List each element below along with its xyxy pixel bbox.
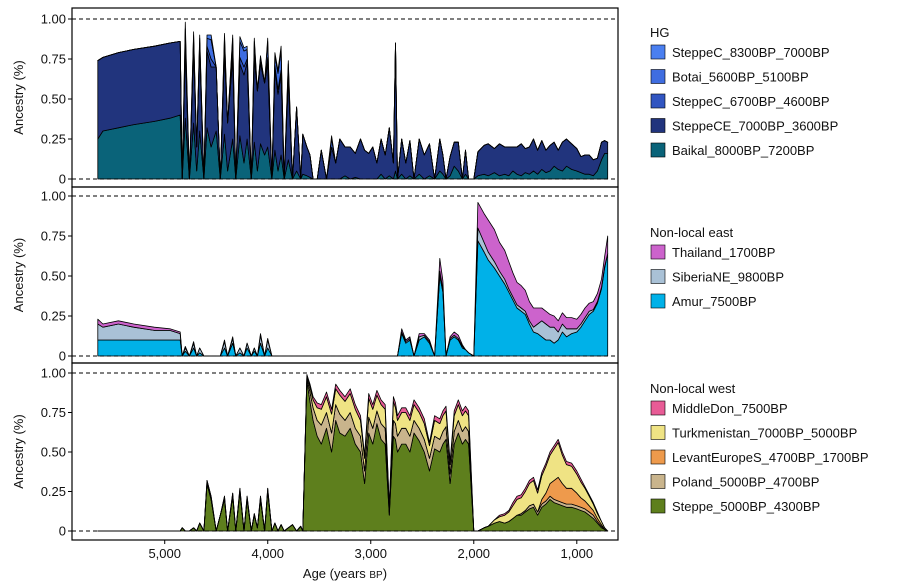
area-SteppeC_8300BP_7000BP — [97, 21, 609, 180]
y-axis-label: Ancestry (%) — [11, 414, 26, 488]
x-axis: 5,000 4,000 3,000 2,000 1,000 Age (years BP) — [148, 540, 593, 581]
legend-label: Amur_7500BP — [672, 294, 757, 309]
legend-label: Baikal_8000BP_7200BP — [672, 143, 814, 158]
legend-label: SteppeCE_7000BP_3600BP — [672, 119, 838, 134]
legend-swatch — [650, 425, 666, 440]
legend-swatch — [650, 142, 666, 158]
x-tick-label: 1,000 — [561, 546, 594, 561]
legend-label: MiddleDon_7500BP — [672, 401, 788, 416]
y-axis-label: Ancestry (%) — [11, 60, 26, 134]
area-layers — [97, 374, 609, 532]
y-axis-label: Ancestry (%) — [11, 238, 26, 312]
legend-title: HG — [650, 25, 670, 40]
legend-label: Thailand_1700BP — [672, 245, 775, 260]
y-tick-label: 0.50 — [41, 92, 66, 107]
y-tick-label: 1.00 — [41, 189, 66, 204]
area-layers — [97, 21, 609, 180]
y-tick-label: 0 — [59, 349, 66, 364]
legend-swatch — [650, 244, 666, 260]
y-tick-label: 0 — [59, 172, 66, 187]
y-tick-label: 0 — [59, 524, 66, 539]
legend-swatch — [650, 93, 666, 109]
y-tick-label: 0.25 — [41, 484, 66, 499]
legend-title: Non-local east — [650, 225, 733, 240]
legend-swatch — [650, 44, 666, 60]
y-tick-label: 0.25 — [41, 309, 66, 324]
x-tick-label: 2,000 — [458, 546, 491, 561]
panel-non-local-west: 0 0.25 0.50 0.75 1.00 Ancestry (%) — [11, 362, 619, 541]
legend-label: LevantEuropeS_4700BP_1700BP — [672, 450, 869, 465]
y-tick-label: 0.50 — [41, 269, 66, 284]
legend-swatch — [650, 400, 666, 416]
y-tick-label: 0.75 — [41, 229, 66, 244]
legend-swatch — [650, 118, 666, 133]
panel-hg: 0 0.25 0.50 0.75 1.00 Ancestry (%) — [11, 7, 619, 188]
legend-swatch — [650, 498, 666, 514]
y-tick-label: 1.00 — [41, 366, 66, 381]
legend-label: Botai_5600BP_5100BP — [672, 70, 809, 85]
legend-swatch — [650, 69, 666, 84]
y-tick-label: 0.50 — [41, 445, 66, 460]
y-tick-label: 0.25 — [41, 132, 66, 147]
legend-label: Turkmenistan_7000BP_5000BP — [672, 426, 857, 441]
legend-label: SteppeC_6700BP_4600BP — [672, 94, 830, 109]
legend-swatch — [650, 293, 666, 309]
legend-swatch — [650, 474, 666, 489]
x-axis-label: Age (years BP) — [303, 566, 387, 581]
legend-label: SiberiaNE_9800BP — [672, 270, 784, 285]
y-tick-label: 0.75 — [41, 405, 66, 420]
x-tick-label: 4,000 — [251, 546, 284, 561]
x-tick-label: 3,000 — [354, 546, 387, 561]
legend-label: Steppe_5000BP_4300BP — [672, 499, 820, 514]
legend-title: Non-local west — [650, 381, 736, 396]
legend-swatch — [650, 449, 666, 465]
y-tick-label: 1.00 — [41, 12, 66, 27]
legend-swatch — [650, 269, 666, 284]
legend-label: Poland_5000BP_4700BP — [672, 475, 819, 490]
x-tick-label: 5,000 — [148, 546, 181, 561]
panel-non-local-east: 0 0.25 0.50 0.75 1.00 Ancestry (%) — [11, 186, 619, 364]
area-layers — [97, 202, 609, 357]
y-tick-label: 0.75 — [41, 52, 66, 67]
legend-label: SteppeC_8300BP_7000BP — [672, 45, 830, 60]
